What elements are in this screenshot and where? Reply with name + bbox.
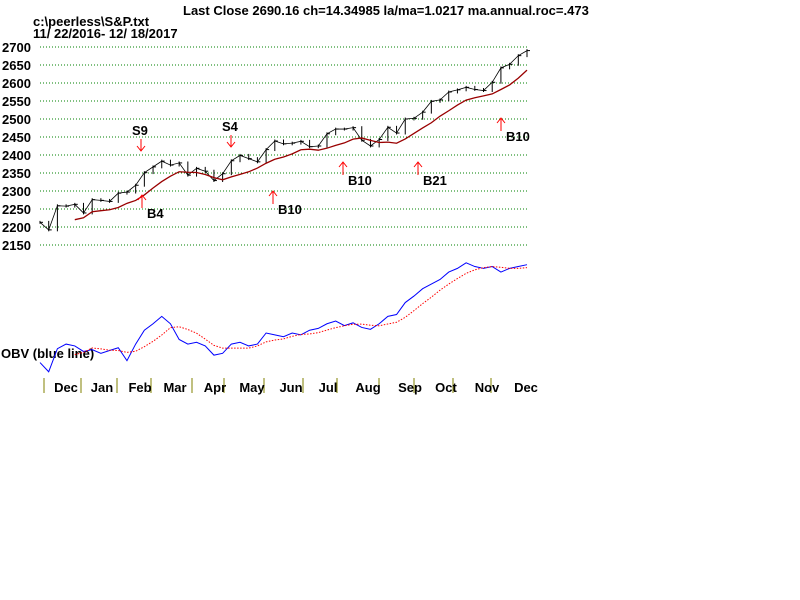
buy-arrow-icon (137, 194, 147, 208)
signal-label: B21 (423, 173, 447, 188)
month-label: Dec (514, 380, 538, 395)
y-tick-label: 2300 (2, 184, 31, 199)
signal-label: S4 (222, 119, 239, 134)
y-tick-label: 2250 (2, 202, 31, 217)
buy-arrow-icon (413, 161, 423, 175)
obv-line (39, 262, 528, 373)
file-path: c:\peerless\S&P.txt (33, 14, 150, 29)
signal-label: B10 (278, 202, 302, 217)
y-tick-label: 2700 (2, 40, 31, 55)
y-tick-label: 2600 (2, 76, 31, 91)
date-range: 11/ 22/2016- 12/ 18/2017 (33, 26, 178, 41)
y-tick-label: 2200 (2, 220, 31, 235)
buy-arrow-icon (338, 161, 348, 175)
y-tick-label: 2450 (2, 130, 31, 145)
month-label: Mar (163, 380, 186, 395)
y-tick-label: 2650 (2, 58, 31, 73)
month-label: Apr (204, 380, 226, 395)
signal-label: B10 (506, 129, 530, 144)
obv-ma-line (74, 266, 528, 356)
month-label: May (239, 380, 265, 395)
month-label: Jan (91, 380, 113, 395)
month-label: Nov (475, 380, 500, 395)
month-label: Jul (319, 380, 338, 395)
month-label: Sep (398, 380, 422, 395)
buy-arrow-icon (496, 117, 506, 131)
month-label: Jun (279, 380, 302, 395)
signal-label: B10 (348, 173, 372, 188)
y-tick-label: 2350 (2, 166, 31, 181)
obv-label: OBV (blue line) (1, 346, 95, 361)
signal-label: S9 (132, 123, 148, 138)
chart-title: Last Close 2690.16 ch=14.34985 la/ma=1.0… (183, 3, 589, 18)
signal-label: B4 (147, 206, 164, 221)
y-tick-label: 2150 (2, 238, 31, 253)
y-tick-label: 2550 (2, 94, 31, 109)
buy-arrow-icon (268, 190, 278, 204)
price-line (39, 50, 528, 231)
month-label: Dec (54, 380, 78, 395)
month-label: Feb (128, 380, 151, 395)
y-tick-label: 2400 (2, 148, 31, 163)
month-label: Oct (435, 380, 457, 395)
sell-arrow-icon (226, 135, 236, 148)
sell-arrow-icon (136, 139, 146, 152)
moving-average-line (74, 69, 528, 221)
y-tick-label: 2500 (2, 112, 31, 127)
month-label: Aug (355, 380, 380, 395)
